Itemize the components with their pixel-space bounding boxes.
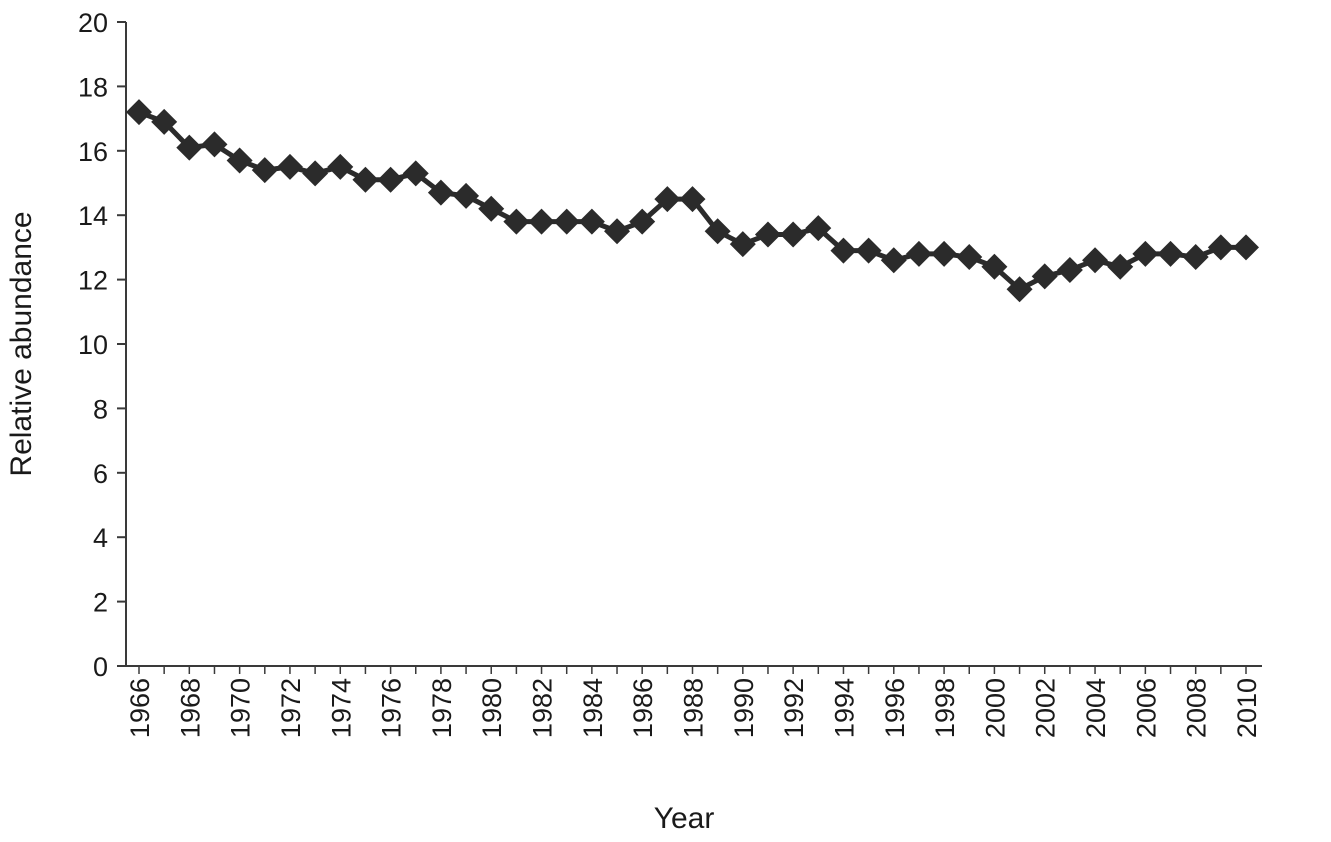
data-point-diamond	[1006, 276, 1033, 303]
x-tick-label: 1974	[326, 678, 356, 738]
x-tick-label: 1990	[729, 678, 759, 738]
data-point-diamond	[1082, 247, 1109, 274]
data-point-diamond	[427, 179, 454, 206]
data-point-diamond	[1233, 234, 1259, 261]
data-point-diamond	[453, 182, 480, 209]
data-point-diamond	[377, 166, 404, 193]
data-point-diamond	[176, 134, 203, 161]
y-tick-label: 10	[78, 330, 108, 360]
x-tick-label: 1976	[377, 678, 407, 738]
data-point-diamond	[251, 157, 278, 184]
data-point-diamond	[1031, 263, 1058, 290]
data-point-diamond	[1157, 240, 1184, 267]
data-point-diamond	[654, 186, 681, 213]
y-tick-label: 16	[78, 137, 108, 167]
data-point-diamond	[880, 247, 907, 274]
x-tick-label: 1984	[578, 678, 608, 738]
data-point-diamond	[151, 108, 178, 135]
data-point-diamond	[805, 215, 832, 242]
data-point-diamond	[679, 186, 706, 213]
y-tick-label: 4	[93, 523, 108, 553]
data-point-diamond	[704, 218, 731, 245]
x-tick-label: 1982	[528, 678, 558, 738]
data-point-diamond	[528, 208, 555, 235]
data-point-diamond	[604, 218, 631, 245]
data-point-diamond	[503, 208, 530, 235]
data-point-diamond	[956, 244, 983, 271]
x-tick-label: 1972	[276, 678, 306, 738]
y-tick-label: 18	[78, 72, 108, 102]
x-tick-label: 1992	[779, 678, 809, 738]
data-point-diamond	[1132, 240, 1159, 267]
x-tick-label: 2008	[1182, 678, 1212, 738]
x-axis-title: Year	[654, 802, 715, 835]
axes: 0 2 4 6 8 10 12 14 16 18 20 1966 1968 1970 1972 1974 197…	[78, 8, 1262, 738]
data-point-diamond	[201, 131, 228, 158]
x-tick-label: 1970	[226, 678, 256, 738]
data-point-diamond	[905, 240, 932, 267]
x-tick-label: 1998	[930, 678, 960, 738]
data-point-diamond	[629, 208, 656, 235]
data-point-diamond	[981, 253, 1008, 280]
data-point-diamond	[578, 208, 605, 235]
y-tick-label: 0	[93, 652, 108, 682]
x-tick-label: 1994	[829, 678, 859, 738]
data-point-diamond	[352, 166, 379, 193]
data-point-diamond	[1182, 244, 1209, 271]
data-point-diamond	[754, 221, 781, 248]
x-tick-label: 1978	[427, 678, 457, 738]
data-point-diamond	[478, 195, 505, 222]
data-point-diamond	[1207, 234, 1234, 261]
y-axis-title: Relative abundance	[5, 211, 38, 476]
y-tick-label: 12	[78, 266, 108, 296]
data-point-diamond	[553, 208, 580, 235]
data-point-diamond	[226, 147, 253, 174]
y-tick-label: 6	[93, 459, 108, 489]
markers	[126, 99, 1259, 303]
data-point-diamond	[855, 237, 882, 264]
data-point-diamond	[729, 231, 756, 258]
data-point-diamond	[126, 99, 152, 126]
x-tick-label: 1968	[175, 678, 205, 738]
x-tick-label: 1966	[125, 678, 155, 738]
x-tick-label: 1988	[679, 678, 709, 738]
data-point-diamond	[327, 153, 354, 180]
data-point-diamond	[402, 160, 429, 187]
data-point-diamond	[302, 160, 329, 187]
data-point-diamond	[931, 240, 958, 267]
x-tick-label: 2010	[1232, 678, 1262, 738]
x-tick-label: 2002	[1031, 678, 1061, 738]
data-point-diamond	[276, 153, 303, 180]
data-point-diamond	[830, 237, 857, 264]
y-tick-label: 20	[78, 8, 108, 38]
y-tick-label: 14	[78, 201, 108, 231]
x-tick-label: 1996	[880, 678, 910, 738]
x-tick-label: 2000	[980, 678, 1010, 738]
x-tick-label: 2006	[1131, 678, 1161, 738]
data-point-diamond	[1056, 256, 1083, 283]
y-tick-label: 8	[93, 394, 108, 424]
data-point-diamond	[1107, 253, 1134, 280]
data-point-diamond	[780, 221, 807, 248]
y-tick-label: 2	[93, 588, 108, 618]
x-tick-label: 1986	[628, 678, 658, 738]
x-tick-label: 2004	[1081, 678, 1111, 738]
x-tick-label: 1980	[477, 678, 507, 738]
